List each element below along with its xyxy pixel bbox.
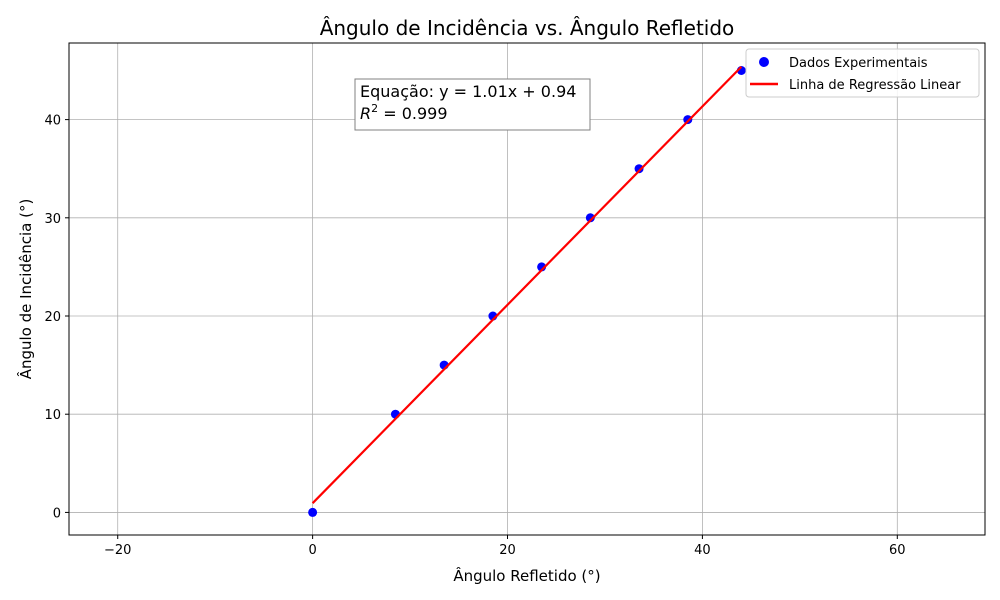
legend-label-line: Linha de Regressão Linear bbox=[789, 78, 961, 93]
plot-content bbox=[308, 65, 746, 517]
y-tick-label: 20 bbox=[44, 310, 61, 325]
y-tick-label: 40 bbox=[44, 114, 61, 129]
x-tick-label: −20 bbox=[104, 543, 131, 558]
x-tick-label: 40 bbox=[694, 543, 711, 558]
x-tick-label: 0 bbox=[308, 543, 316, 558]
x-tick-label: 60 bbox=[889, 543, 906, 558]
chart-title: Ângulo de Incidência vs. Ângulo Refletid… bbox=[320, 16, 735, 40]
equation-annotation: Equação: y = 1.01x + 0.94 R2 = 0.999 bbox=[354, 78, 591, 131]
y-axis: 0 10 20 30 40 bbox=[44, 114, 69, 521]
r-squared-symbol: R bbox=[360, 104, 371, 123]
legend-label-scatter: Dados Experimentais bbox=[789, 56, 928, 71]
data-point bbox=[308, 507, 318, 517]
x-tick-label: 20 bbox=[499, 543, 516, 558]
legend: Dados Experimentais Linha de Regressão L… bbox=[745, 48, 980, 98]
legend-box bbox=[745, 48, 980, 98]
plot-frame bbox=[68, 42, 986, 536]
data-point bbox=[683, 115, 693, 125]
y-axis-title: Ângulo de Incidência (°) bbox=[16, 199, 35, 380]
r-squared-text: R2 = 0.999 bbox=[360, 102, 448, 123]
y-tick-label: 0 bbox=[53, 506, 61, 521]
data-point bbox=[585, 213, 595, 223]
x-axis-title: Ângulo Refletido (°) bbox=[453, 566, 600, 585]
regression-line bbox=[311, 65, 743, 504]
equation-text: Equação: y = 1.01x + 0.94 bbox=[360, 82, 576, 101]
equation-box bbox=[354, 78, 591, 131]
x-axis: −20 0 20 40 60 bbox=[104, 535, 906, 558]
r-squared-value: = 0.999 bbox=[378, 104, 447, 123]
r-squared-exponent: 2 bbox=[371, 102, 378, 115]
data-point bbox=[634, 164, 644, 174]
legend-marker-scatter bbox=[759, 57, 769, 67]
y-tick-label: 30 bbox=[44, 212, 61, 227]
y-tick-label: 10 bbox=[44, 408, 61, 423]
